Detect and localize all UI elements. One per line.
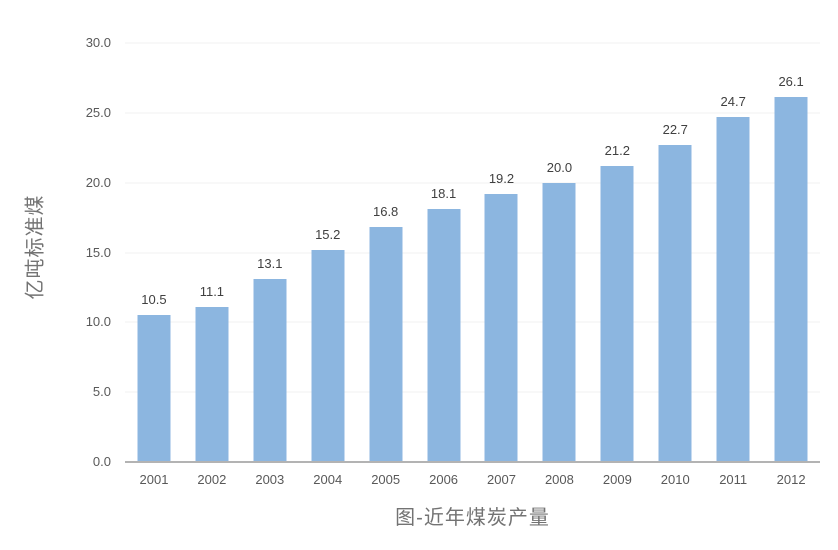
bar-slot: 22.7 2010: [646, 43, 704, 487]
x-axis-tick-label: 2001: [139, 472, 169, 487]
bar-slot: 26.1 2012: [762, 43, 820, 487]
bar-slot: 11.1 2002: [183, 43, 241, 487]
bar-value-label: 19.2: [488, 170, 515, 186]
bar-slot: 24.7 2011: [704, 43, 762, 487]
bar-slot: 10.5 2001: [125, 43, 183, 487]
gridline: [125, 112, 820, 114]
gridline: [125, 391, 820, 393]
y-axis-title: 亿吨标准煤: [24, 194, 47, 300]
bar-2002: [195, 306, 229, 462]
y-axis-tick-label: 5.0: [92, 384, 111, 400]
bar-2009: [600, 165, 634, 462]
y-axis-tick-label: 30.0: [85, 35, 111, 50]
bar-value-label: 21.2: [604, 142, 630, 158]
gridline: [125, 42, 820, 44]
x-axis-line: [125, 461, 820, 463]
x-axis-tick-label: 2011: [719, 472, 748, 487]
x-axis-tick-label: 2003: [255, 472, 285, 487]
bar-value-label: 16.8: [372, 204, 399, 220]
bar-2012: [774, 97, 808, 462]
bar-2007: [484, 193, 518, 462]
bar-slot: 20.0 2008: [530, 43, 588, 487]
bars: 10.5 2001 11.1 2002 13.1 2003 15.2 2004 16.8 2005…: [125, 43, 820, 487]
bar-2011: [716, 117, 750, 462]
bar-slot: 18.1 2006: [415, 43, 473, 487]
x-axis-tick-label: 2012: [776, 472, 806, 487]
y-axis-tick-label: 0.0: [92, 454, 111, 469]
bar-2006: [427, 209, 461, 462]
bar-2001: [137, 315, 171, 462]
bar-value-label: 20.0: [546, 159, 573, 175]
bar-2008: [542, 182, 576, 462]
x-axis-tick-label: 2006: [429, 472, 459, 487]
x-axis-tick-label: 2007: [487, 472, 516, 487]
x-axis-tick-label: 2004: [313, 472, 343, 487]
bar-value-label: 13.1: [257, 256, 283, 272]
bar-value-label: 22.7: [662, 121, 688, 137]
y-axis-tick-label: 15.0: [85, 244, 111, 260]
bar-2005: [369, 227, 403, 462]
bar-slot: 15.2 2004: [299, 43, 357, 487]
y-axis-tick-label: 10.0: [85, 314, 111, 330]
gridline: [125, 321, 820, 323]
bar-slot: 13.1 2003: [241, 43, 299, 487]
bar-slot: 16.8 2005: [357, 43, 415, 487]
bar-value-label: 26.1: [778, 74, 804, 90]
bar-2004: [311, 249, 345, 462]
bar-2010: [658, 144, 692, 462]
y-axis-tick-label: 20.0: [85, 174, 111, 190]
bar-value-label: 10.5: [141, 292, 167, 308]
chart-title: 图-近年煤炭产量: [395, 507, 550, 529]
gridline: [125, 252, 820, 253]
x-axis-tick-label: 2009: [602, 472, 632, 487]
x-axis-tick-label: 2008: [544, 472, 574, 487]
bar-value-label: 18.1: [430, 186, 457, 202]
x-axis-tick-label: 2002: [197, 472, 227, 487]
plot-area: 0.0 5.0 10.0 15.0 20.0 25.0 30.0 10.5 2001 11.1 2…: [86, 36, 820, 487]
x-axis-tick-label: 2010: [660, 472, 690, 487]
bar-2003: [253, 279, 287, 462]
bar-value-label: 11.1: [199, 283, 225, 299]
bar-slot: 21.2 2009: [588, 43, 646, 487]
bar-value-label: 15.2: [315, 226, 341, 242]
gridline: [125, 182, 820, 184]
bar-value-label: 24.7: [720, 94, 746, 110]
x-axis-tick-label: 2005: [371, 472, 401, 487]
bar-slot: 19.2 2007: [473, 43, 531, 487]
y-axis-tick-label: 25.0: [85, 104, 111, 120]
